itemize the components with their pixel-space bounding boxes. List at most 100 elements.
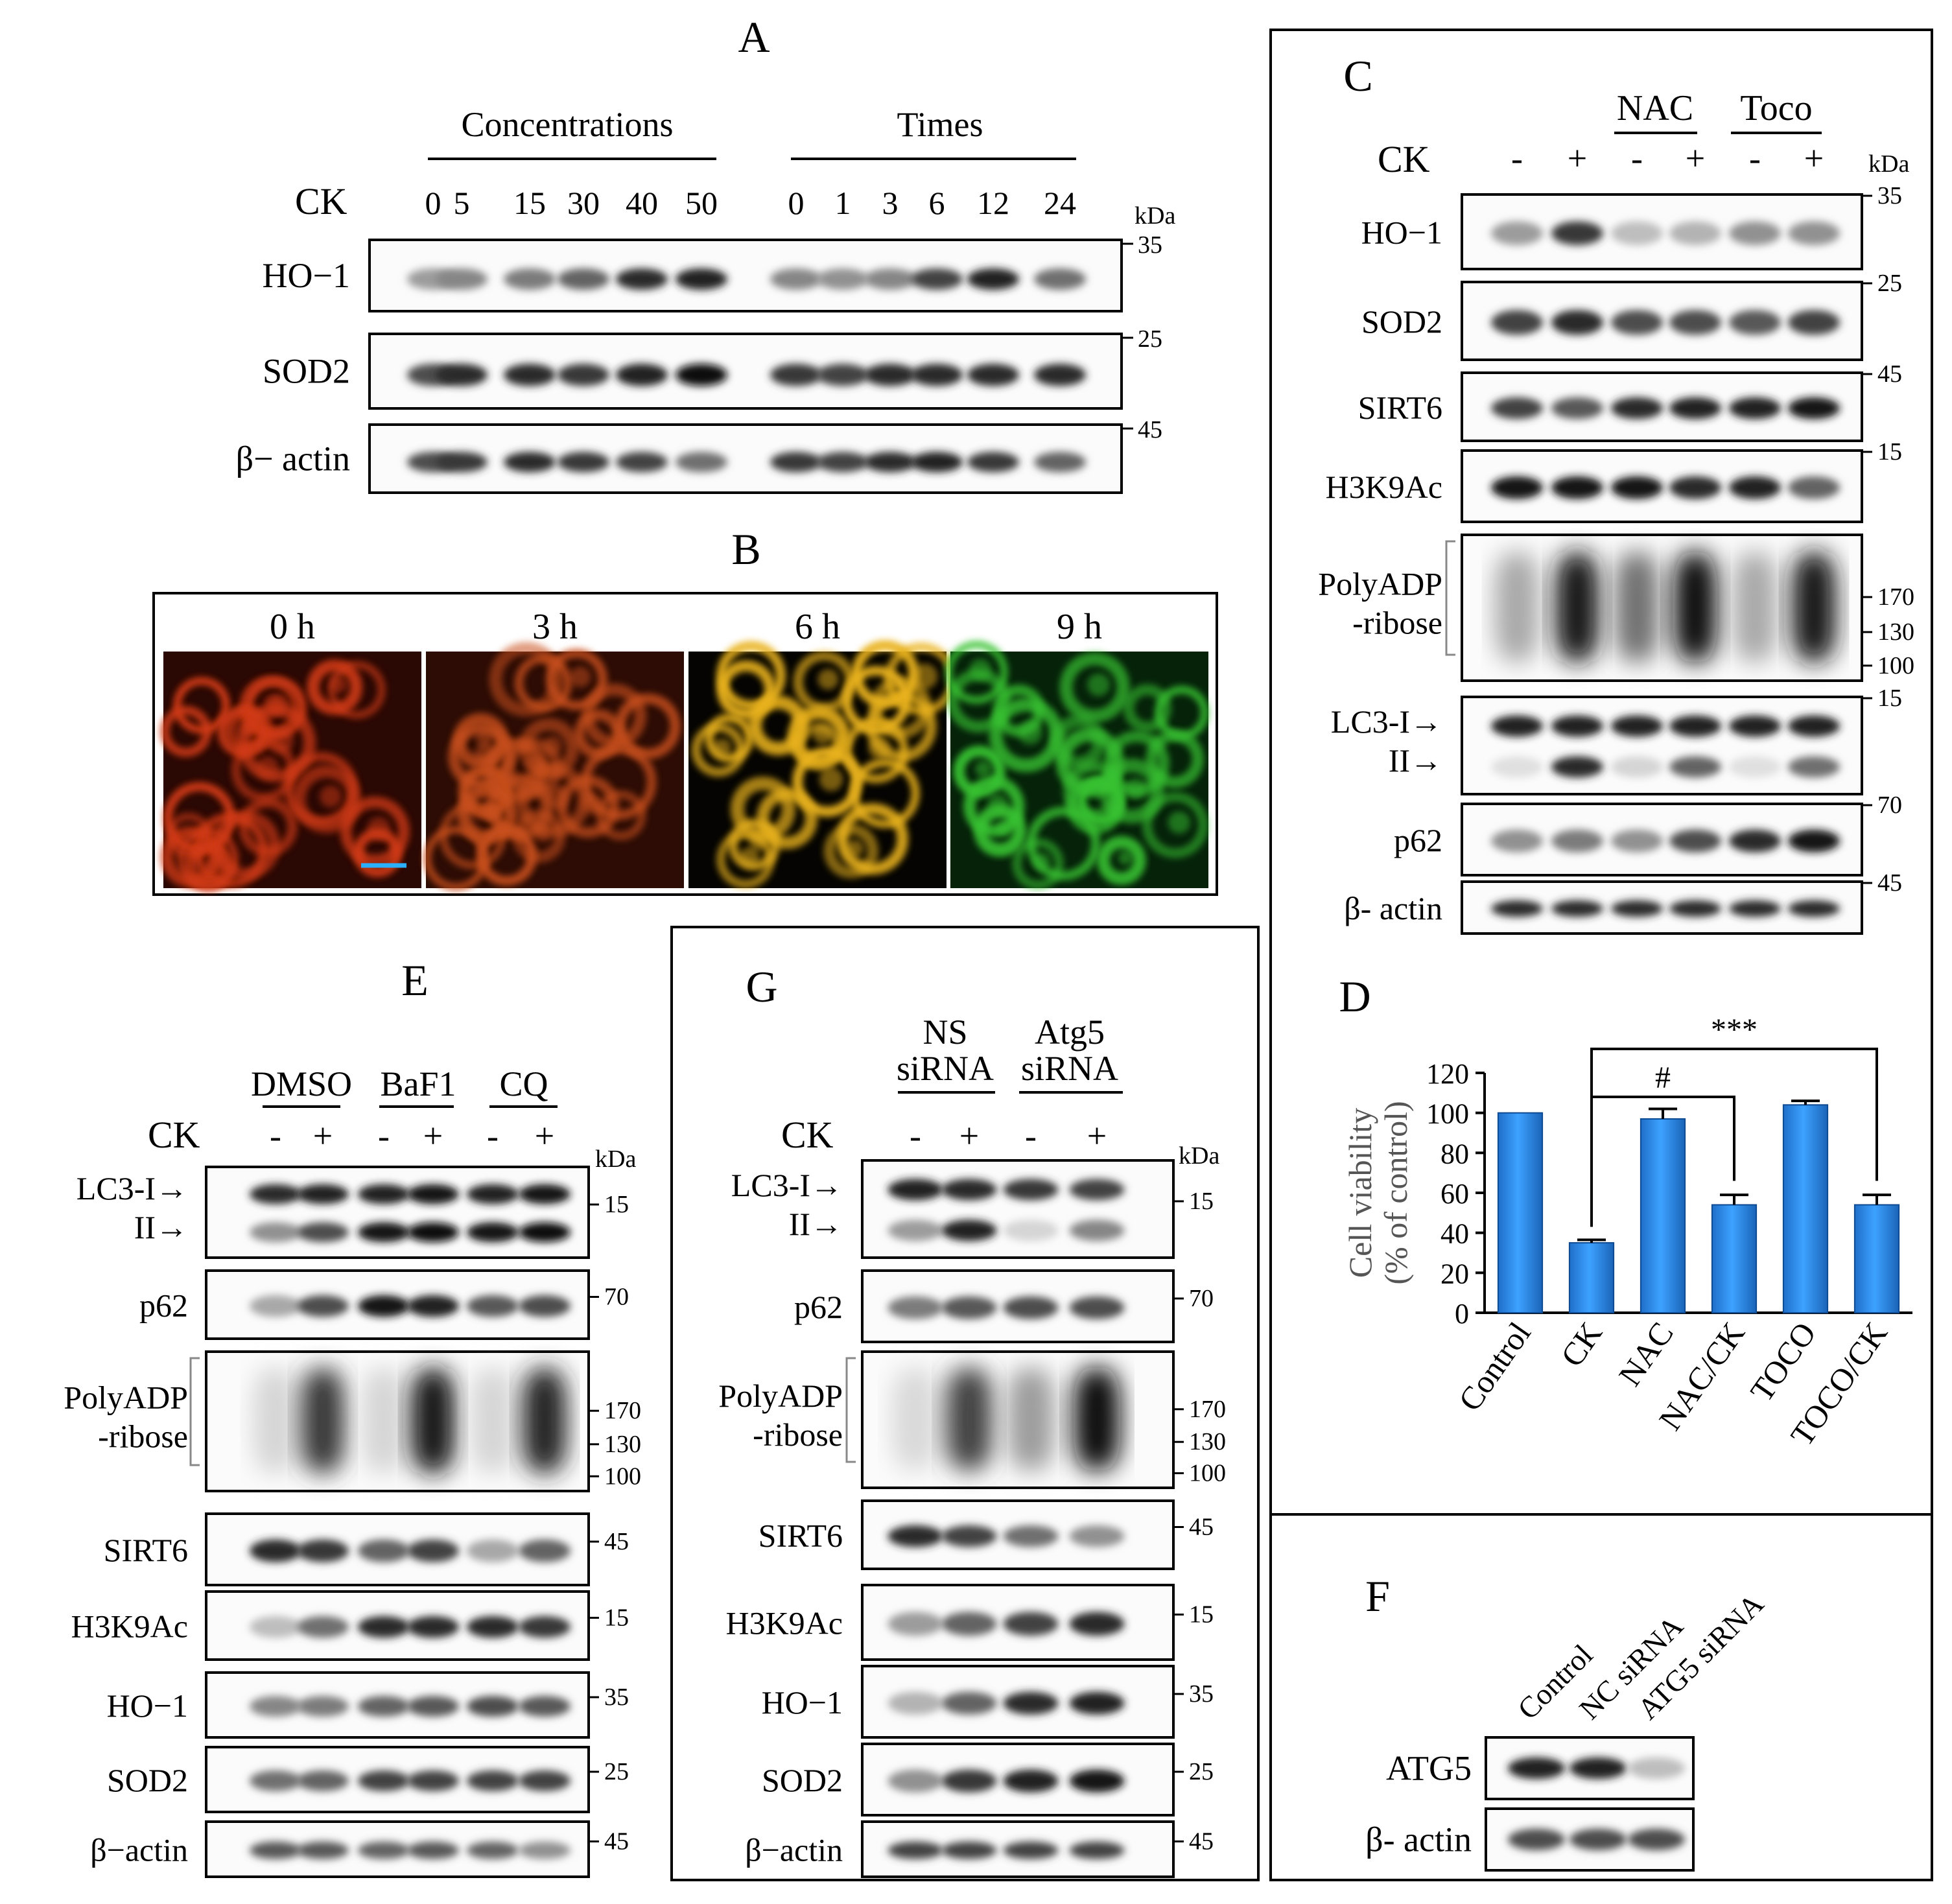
lane-label: 6 (929, 185, 945, 221)
cell (1142, 792, 1208, 858)
band (1669, 756, 1721, 778)
band (1611, 715, 1663, 737)
smear-band (891, 1368, 939, 1470)
cell (502, 737, 563, 798)
lane-label: 0 (788, 185, 805, 221)
cell-core (996, 820, 1012, 836)
band (358, 1770, 410, 1791)
treatment-label-ck: CK (295, 180, 347, 222)
band (888, 1691, 943, 1715)
lane-label: - (1025, 1116, 1037, 1155)
blot-row: HO−1 35 (762, 1665, 1214, 1739)
lane-label: 12 (977, 185, 1009, 221)
blot-row: LC3-I→II→ 15 (76, 1166, 629, 1259)
band (467, 1539, 519, 1562)
band (817, 364, 869, 386)
y-tick-label: 100 (1426, 1098, 1469, 1130)
band (616, 452, 668, 473)
lane-label: 3 (882, 185, 899, 221)
band (1788, 756, 1840, 778)
lane-label: - (1511, 139, 1523, 178)
cell (1155, 685, 1209, 740)
cell (728, 818, 781, 871)
band (1003, 1525, 1059, 1547)
panel-a-blots: HO−1 35 SOD2 25 β− actin 45 (236, 231, 1162, 494)
panel-d-letter: D (1339, 972, 1370, 1021)
band (1551, 829, 1603, 852)
band (297, 1184, 349, 1205)
time-point-label: 3 h (532, 607, 578, 647)
panel-a-lane-labels: 0 5 15 30 40 50 0 1 3 6 12 24 (425, 185, 1077, 221)
band (941, 1612, 997, 1636)
cell (823, 823, 879, 879)
band (1551, 310, 1603, 335)
blot-strip (205, 1166, 590, 1259)
mw-marker: 70 (604, 1284, 629, 1311)
band (1570, 1828, 1627, 1851)
cell (292, 764, 361, 834)
band (1628, 1828, 1685, 1851)
group-label-cq: CQ (499, 1064, 548, 1103)
group-label-atg5-sirna: Atg5 siRNA (1021, 1013, 1118, 1088)
mw-marker: 15 (1877, 685, 1902, 712)
band (1611, 310, 1663, 335)
lane-label: 50 (685, 185, 718, 221)
panel-a-header: Concentrations Times CK kDa (295, 105, 1175, 229)
band (1003, 1612, 1059, 1636)
blot-row-label: β−actin (90, 1832, 188, 1868)
band (770, 452, 822, 473)
band (250, 1295, 301, 1317)
blot-row: LC3-I→II→ 15 (1331, 685, 1902, 795)
band (1611, 829, 1663, 852)
smear-band (362, 1368, 406, 1474)
band (1551, 397, 1603, 419)
blot-strip (861, 1159, 1175, 1259)
blot-row-label: H3K9Ac (71, 1608, 188, 1645)
band (941, 1525, 997, 1547)
band (941, 1769, 997, 1792)
blot-row-label: SIRT6 (1358, 390, 1442, 426)
cell-core (1018, 720, 1042, 745)
bar (1568, 1242, 1615, 1314)
smear-band (1673, 552, 1717, 662)
panel-g-header: NS siRNA Atg5 siRNA CK kDa (781, 1013, 1219, 1169)
band (1729, 829, 1781, 852)
panel-b-letter: B (731, 524, 760, 574)
blot-row-label: p62 (139, 1287, 188, 1324)
x-tick-label: Control (1451, 1315, 1538, 1417)
band (1003, 1691, 1059, 1715)
time-point-label: 0 h (270, 607, 315, 647)
cell (836, 803, 909, 875)
band (1729, 900, 1781, 917)
band (616, 364, 668, 386)
panel-f-blots: ATG5 β- actin (1365, 1736, 1695, 1872)
mw-marker: 35 (604, 1684, 629, 1711)
bar (1497, 1112, 1544, 1313)
band (911, 452, 963, 473)
band (1491, 221, 1543, 246)
band (1788, 221, 1840, 246)
blot-row-label: HO−1 (263, 256, 350, 295)
micrograph-frame: 3 h (423, 607, 684, 891)
blot-strip (1461, 696, 1863, 795)
mw-marker: 100 (604, 1463, 641, 1490)
lane-label: - (910, 1116, 921, 1155)
cell (581, 744, 657, 820)
blot-row: HO−1 35 (107, 1671, 629, 1739)
panel-e-header: DMSO BaF1 CQ CK kDa (148, 1064, 636, 1173)
blot-row-label: LC3-I→ (731, 1167, 843, 1203)
band (1003, 1841, 1059, 1859)
band (1788, 476, 1840, 499)
group-label-times: Times (897, 105, 983, 144)
band (297, 1841, 349, 1859)
band (1788, 829, 1840, 852)
kda-unit-label: kDa (1135, 202, 1175, 229)
band (1669, 715, 1721, 737)
mw-marker: 45 (1189, 1514, 1214, 1541)
band (1491, 829, 1543, 852)
cell (596, 790, 646, 841)
mw-marker: 25 (604, 1758, 629, 1785)
lane-label: + (535, 1116, 554, 1155)
blot-row: β−actin 45 (90, 1820, 629, 1878)
blot-row: H3K9Ac 15 (1325, 438, 1902, 523)
